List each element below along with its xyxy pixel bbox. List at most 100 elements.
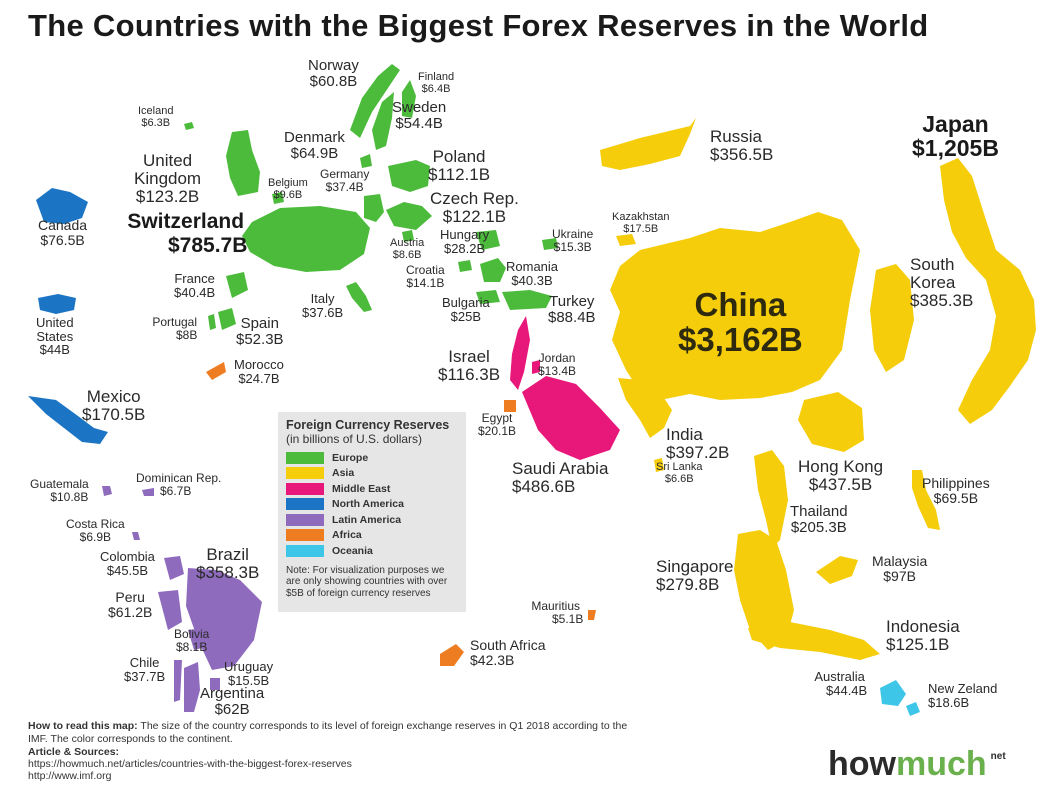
legend-label: Oceania [332,544,373,557]
legend-item: Asia [286,466,458,482]
shape-canada [36,188,88,224]
shape-brazil [186,568,262,670]
shape-dominican [142,488,154,496]
shape-czech [386,202,432,230]
shape-argentina [184,662,200,712]
label-israel: Israel $116.3B [438,347,501,384]
shape-malaysia [816,556,858,584]
label-hong-kong: Hong Kong $437.5B [798,457,884,494]
howto-text: How to read this map: The size of the co… [28,720,628,745]
shape-belgium [272,192,284,204]
label-colombia: Colombia $45.5B [100,549,155,578]
legend-item: Europe [286,450,458,466]
oceania-shapes [880,680,920,716]
label-brazil: Brazil $358.3B [196,545,260,582]
legend-title: Foreign Currency Reserves [286,418,450,432]
label-argentina: Argentina $62B [200,685,265,718]
label-russia: Russia $356.5B [710,127,774,164]
shape-israel [510,316,530,390]
label-italy: Italy $37.6B [302,291,344,320]
legend-note: Note: For visualization purposes we are … [286,564,448,599]
label-india: India $397.2B [666,425,730,462]
label-new-zealand: New Zeland $18.6B [928,681,998,710]
label-norway: Norway $60.8B [308,57,359,90]
label-dominican: Dominican Rep. $6.7B [136,471,222,498]
legend-label: Europe [332,451,369,464]
label-mauritius: Mauritius $5.1B [531,599,584,626]
label-indonesia: Indonesia $125.1B [886,617,960,654]
label-turkey: Turkey $88.4B [548,293,596,326]
legend-label: North America [332,498,404,511]
shape-usa [38,294,76,314]
shape-japan [940,158,1036,424]
legend-swatch [286,482,324,495]
legend-item: Oceania [286,543,458,559]
source-link-1[interactable]: https://howmuch.net/articles/countries-w… [28,758,352,770]
shape-uk [226,130,260,196]
shape-jordan [532,360,540,374]
label-uruguay: Uruguay $15.5B [224,659,274,688]
shape-thailand [754,450,788,548]
middle-east-shapes [510,316,620,460]
shape-bulgaria [476,290,500,304]
shape-peru [158,590,182,630]
shape-finland [402,80,416,118]
shape-guatemala [102,486,112,496]
map-title: The Countries with the Biggest Forex Res… [28,8,929,43]
legend-item: Africa [286,528,458,544]
label-sri-lanka: Sri Lanka $6.6B [656,461,703,485]
label-costa-rica: Costa Rica $6.9B [66,517,125,544]
legend-label: Latin America [332,513,402,526]
label-canada: Canada $76.5B [38,217,88,248]
label-denmark: Denmark $64.9B [284,129,345,162]
shape-south-africa [440,644,464,666]
label-austria: Austria $8.6B [390,237,425,261]
label-malaysia: Malaysia $97B [872,553,928,584]
shape-hong-kong [798,392,864,452]
shape-indonesia [748,622,880,660]
label-poland: Poland $112.1B [428,147,491,184]
label-japan: Japan $1,205B [912,111,999,162]
shape-bolivia [188,628,210,650]
shape-india [618,378,672,438]
legend-swatch [286,498,324,511]
sources-label: Article & Sources: [28,746,120,758]
shape-australia [880,680,906,706]
label-south-korea: South Korea $385.3B [910,255,974,310]
label-portugal: Portugal $8B [152,315,198,342]
europe-shapes [184,64,558,330]
label-mexico: Mexico $170.5B [82,387,146,424]
shape-norway [350,64,400,138]
shape-ukraine [542,238,558,250]
label-morocco: Morocco $24.7B [234,357,284,386]
howto-body: The size of the country corresponds to i… [28,720,628,745]
shape-france [226,272,248,298]
shape-romania [480,258,506,282]
shape-croatia [458,260,472,272]
label-saudi-arabia: Saudi Arabia $486.6B [512,459,609,496]
shape-mauritius [588,610,596,620]
shape-egypt [504,400,516,412]
label-jordan: Jordan $13.4B [538,351,577,378]
shape-denmark [360,154,372,168]
shape-spain [218,308,236,330]
shape-chile [174,660,182,702]
legend-swatch [286,467,324,480]
label-finland: Finland $6.4B [418,71,455,95]
shape-mexico [28,396,108,444]
source-link-2[interactable]: http://www.imf.org [28,770,112,782]
label-egypt: Egypt $20.1B [478,411,517,438]
shape-russia [600,118,696,170]
shape-italy [346,282,372,312]
label-belgium: Belgium $9.6B [268,177,308,201]
label-uk: United Kingdom $123.2B [134,151,202,206]
label-kazakhstan: Kazakhstan $17.5B [612,211,670,235]
label-sweden: Sweden $54.4B [392,99,447,132]
shape-iceland [184,122,194,130]
shape-uruguay [210,678,220,690]
legend-item: Middle East [286,481,458,497]
shape-portugal [208,314,216,330]
legend-swatch [286,544,324,557]
shape-saudi-arabia [522,376,620,460]
